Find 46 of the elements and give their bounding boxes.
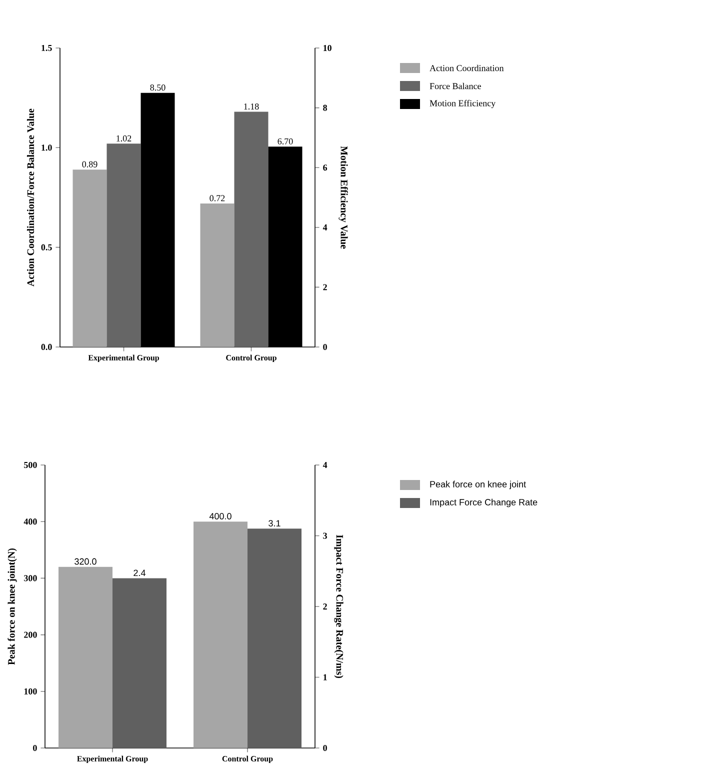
y2-tick-label: 2: [323, 604, 327, 610]
y2-tick-label: 4: [322, 462, 328, 468]
y2-tick-label: 3: [323, 532, 327, 539]
y-tick-label: 500: [24, 462, 37, 468]
legend-label: Peak force on knee joint: [430, 480, 526, 490]
data-label: 8.50: [150, 84, 166, 91]
legend-label: Impact Force Change Rate: [430, 498, 538, 508]
y-axis-title: Action Coordination/Force Balance Value: [26, 108, 34, 286]
y-axis-title: Peak force on knee joint(N): [8, 548, 17, 665]
y2-axis-title: Impact Force Change Rate(N/ms): [334, 534, 344, 678]
y2-tick-label: 8: [323, 104, 328, 111]
y-tick-label: 100: [24, 688, 37, 694]
bar: [200, 203, 234, 347]
legend-label: Motion Efficiency: [430, 100, 496, 108]
y2-tick-label: 1: [324, 674, 327, 680]
legend-label: Force Balance: [430, 82, 481, 90]
x-tick-label: Experimental Group: [77, 756, 148, 764]
data-label: 320.0: [74, 558, 96, 565]
y2-tick-label: 0: [323, 744, 327, 752]
y-tick-label: 0.0: [41, 344, 52, 350]
data-label: 2.4: [134, 570, 146, 576]
y-tick-label: 0: [33, 744, 37, 752]
y-tick-label: 1.0: [42, 144, 52, 151]
legend-label: Action Coordination: [430, 64, 504, 72]
y2-tick-label: 6: [323, 164, 328, 171]
data-label: 0.89: [82, 161, 98, 168]
x-tick-label: Control Group: [226, 354, 276, 362]
y-tick-label: 300: [24, 575, 37, 582]
bar: [72, 170, 107, 347]
y2-tick-label: 4: [322, 224, 328, 230]
y-tick-label: 400: [24, 518, 37, 525]
data-label: 1.02: [116, 135, 132, 142]
data-label: 400.0: [209, 513, 232, 520]
data-label: 0.72: [210, 195, 225, 202]
x-tick-label: Control Group: [222, 756, 273, 764]
y-tick-label: 1.5: [42, 44, 52, 52]
data-label: 1.18: [244, 103, 259, 110]
y2-tick-label: 10: [324, 44, 332, 52]
x-tick-label: Experimental Group: [88, 354, 160, 362]
y2-tick-label: 2: [323, 284, 327, 290]
y2-axis-title: Motion Efficiency Value: [338, 146, 348, 249]
y-tick-label: 200: [24, 632, 37, 638]
data-label: 3.1: [268, 520, 280, 526]
y2-tick-label: 0: [323, 344, 327, 350]
y-tick-label: 0.5: [41, 244, 52, 250]
data-label: 6.70: [278, 138, 293, 144]
